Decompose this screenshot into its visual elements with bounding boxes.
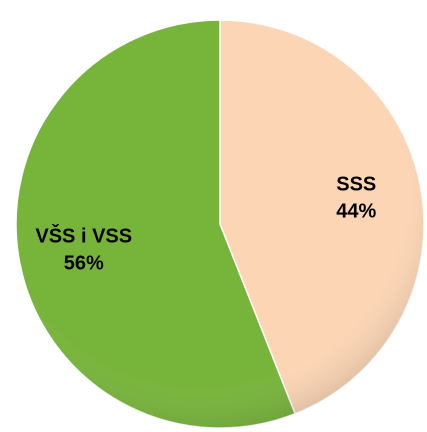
slice-label: VŠS i VSS xyxy=(35,223,132,247)
slice-value-label: 44% xyxy=(336,200,376,222)
slice-value-label: 56% xyxy=(64,252,104,274)
labels: SSS 44% VŠS i VSS 56% xyxy=(35,173,376,274)
slice-label: SSS xyxy=(336,173,376,195)
slices xyxy=(15,19,425,429)
